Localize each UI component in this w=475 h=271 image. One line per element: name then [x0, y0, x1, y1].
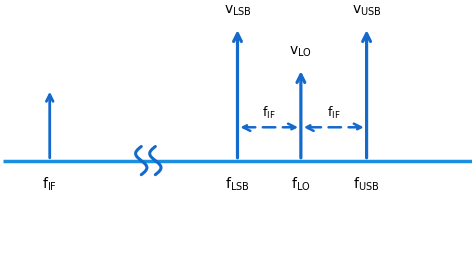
Text: v$_{\mathregular{LSB}}$: v$_{\mathregular{LSB}}$ — [224, 4, 251, 18]
Text: f$_{\mathregular{USB}}$: f$_{\mathregular{USB}}$ — [353, 176, 380, 193]
Text: f$_{\mathregular{LO}}$: f$_{\mathregular{LO}}$ — [291, 176, 311, 193]
Text: f$_{\mathregular{LSB}}$: f$_{\mathregular{LSB}}$ — [225, 176, 250, 193]
Text: v$_{\mathregular{USB}}$: v$_{\mathregular{USB}}$ — [352, 4, 381, 18]
Text: f$_{\mathregular{IF}}$: f$_{\mathregular{IF}}$ — [262, 105, 276, 121]
Text: v$_{\mathregular{LO}}$: v$_{\mathregular{LO}}$ — [289, 45, 313, 59]
Text: f$_{\mathregular{IF}}$: f$_{\mathregular{IF}}$ — [327, 105, 341, 121]
Text: f$_{\mathregular{IF}}$: f$_{\mathregular{IF}}$ — [42, 176, 57, 193]
